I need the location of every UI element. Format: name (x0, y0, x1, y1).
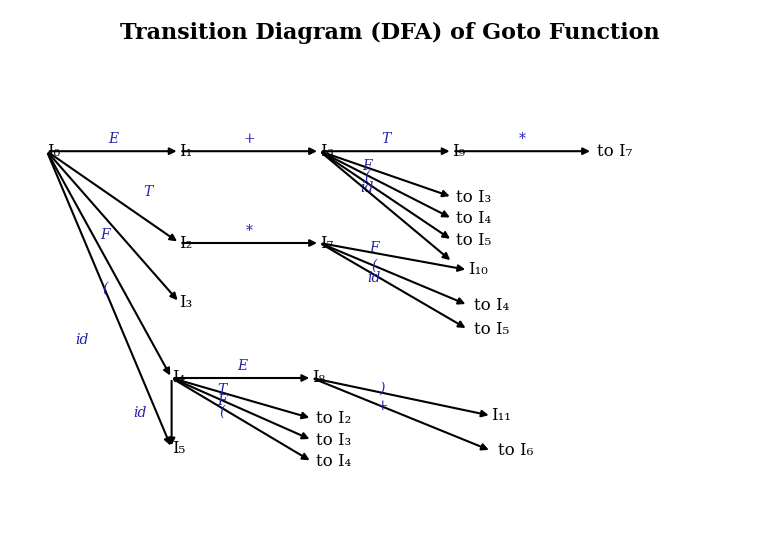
Text: to I₅: to I₅ (474, 321, 509, 338)
Text: to I₅: to I₅ (456, 232, 491, 249)
Text: I₁₀: I₁₀ (468, 261, 488, 279)
Text: id: id (360, 181, 374, 194)
Text: I₅: I₅ (172, 440, 185, 457)
Text: (: ( (364, 170, 369, 184)
Text: I₂: I₂ (179, 234, 193, 252)
Text: to I₂: to I₂ (316, 410, 351, 427)
Text: I₈: I₈ (312, 369, 325, 387)
Text: E: E (237, 359, 246, 373)
Text: T: T (218, 383, 227, 397)
Text: F: F (370, 241, 379, 255)
Text: to I₄: to I₄ (316, 453, 351, 470)
Text: to I₄: to I₄ (474, 296, 509, 314)
Text: id: id (133, 406, 147, 420)
Text: to I₄: to I₄ (456, 210, 491, 227)
Text: I₁: I₁ (179, 143, 193, 160)
Text: *: * (519, 132, 526, 146)
Text: I₁₁: I₁₁ (491, 407, 511, 424)
Text: E: E (108, 132, 118, 146)
Text: I₆: I₆ (320, 143, 333, 160)
Text: (: ( (103, 282, 108, 296)
Text: to I₆: to I₆ (498, 442, 533, 460)
Text: I₉: I₉ (452, 143, 466, 160)
Text: I₃: I₃ (179, 294, 193, 311)
Text: to I₃: to I₃ (316, 431, 351, 449)
Text: F: F (101, 228, 110, 242)
Text: to I₇: to I₇ (597, 143, 632, 160)
Text: I₀: I₀ (47, 143, 60, 160)
Text: I₇: I₇ (320, 234, 333, 252)
Text: (: ( (220, 405, 225, 418)
Text: id: id (367, 271, 381, 285)
Text: I₄: I₄ (172, 369, 185, 387)
Text: ): ) (380, 382, 385, 396)
Text: to I₃: to I₃ (456, 188, 491, 206)
Text: Transition Diagram (DFA) of Goto Function: Transition Diagram (DFA) of Goto Functio… (120, 22, 660, 44)
Text: *: * (246, 224, 253, 238)
Text: +: + (244, 132, 255, 146)
Text: F: F (362, 159, 371, 173)
Text: F: F (218, 394, 227, 408)
Text: +: + (377, 400, 388, 413)
Text: T: T (381, 132, 391, 146)
Text: T: T (144, 185, 153, 199)
Text: id: id (75, 333, 89, 347)
Text: (: ( (372, 259, 377, 273)
